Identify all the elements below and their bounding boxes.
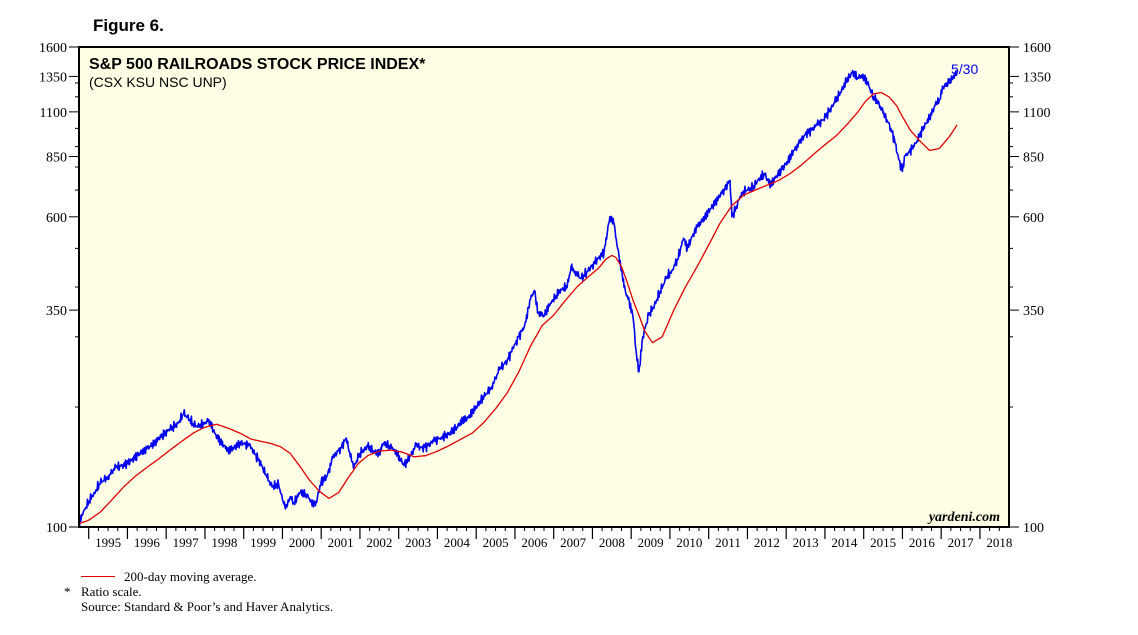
x-tick-label: 2012	[754, 535, 780, 550]
x-tick-label: 1995	[95, 535, 121, 550]
x-tick-label: 2000	[289, 535, 315, 550]
x-tick-label: 1997	[173, 535, 200, 550]
y-tick-label-left: 850	[46, 151, 67, 166]
y-tick-label-right: 100	[1023, 521, 1044, 536]
x-tick-label: 2018	[986, 535, 1012, 550]
y-tick-label-left: 600	[46, 211, 67, 226]
x-tick-label: 1999	[250, 535, 276, 550]
y-tick-label-right: 600	[1023, 211, 1044, 226]
y-tick-label-left: 1600	[39, 41, 67, 56]
plot-area	[79, 47, 1009, 527]
legend-label-moving-average: 200-day moving average.	[124, 569, 257, 584]
y-tick-label-left: 1350	[39, 70, 67, 85]
chart-subtitle: (CSX KSU NSC UNP)	[89, 74, 227, 90]
x-tick-label: 2005	[483, 535, 509, 550]
x-axis: 1995 1996 1997 1998 1999 2000 2001 2002 2003 2004…	[88, 527, 1012, 550]
ratio-scale-note: Ratio scale.	[81, 584, 142, 599]
y-tick-label-right: 850	[1023, 151, 1044, 166]
x-tick-label: 1996	[134, 535, 161, 550]
x-tick-label: 2007	[560, 535, 587, 550]
x-tick-label: 2002	[366, 535, 392, 550]
y-tick-label-right: 1350	[1023, 70, 1051, 85]
series-line-moving-average	[78, 91, 958, 525]
series-line-price	[78, 69, 958, 527]
x-tick-label: 2013	[793, 535, 819, 550]
x-tick-label: 2004	[444, 535, 471, 550]
x-tick-label: 2001	[328, 535, 354, 550]
x-tick-label: 2003	[405, 535, 431, 550]
x-tick-label: 2014	[831, 535, 858, 550]
x-tick-label: 2017	[948, 535, 975, 550]
x-tick-label: 2008	[599, 535, 625, 550]
y-tick-label-right: 1600	[1023, 41, 1051, 56]
end-date-label: 5/30	[951, 61, 978, 77]
y-axis-right: 100 350 600 850 1100 1350 1600	[1009, 41, 1051, 536]
x-tick-label: 2015	[870, 535, 896, 550]
x-tick-label: 2011	[715, 535, 741, 550]
x-tick-label: 2016	[909, 535, 936, 550]
y-tick-label-left: 350	[46, 304, 67, 319]
legend-line-swatch	[81, 576, 115, 577]
x-tick-label: 1998	[211, 535, 237, 550]
watermark: yardeni.com	[927, 510, 1000, 525]
chart-title: S&P 500 RAILROADS STOCK PRICE INDEX*	[89, 56, 426, 73]
y-tick-label-right: 350	[1023, 304, 1044, 319]
asterisk: *	[64, 584, 71, 599]
y-tick-label-left: 1100	[40, 106, 67, 121]
series-layer	[78, 69, 958, 527]
x-tick-label: 2009	[638, 535, 664, 550]
figure-label: Figure 6.	[93, 16, 164, 35]
x-tick-label: 2006	[521, 535, 548, 550]
source-note: Source: Standard & Poor’s and Haver Anal…	[81, 599, 334, 614]
y-tick-label-right: 1100	[1023, 106, 1050, 121]
x-tick-label: 2010	[676, 535, 702, 550]
y-tick-label-left: 100	[46, 521, 67, 536]
y-axis-left: 100 350 600 850 1100 1350 1600	[39, 41, 79, 536]
